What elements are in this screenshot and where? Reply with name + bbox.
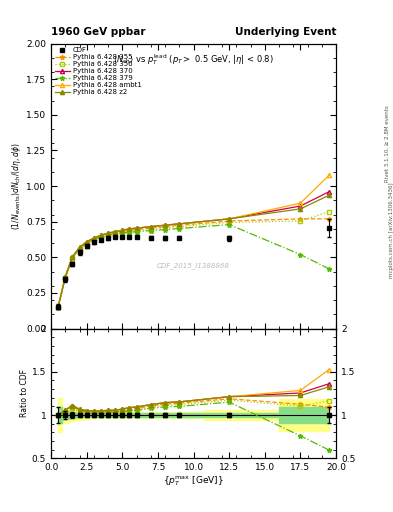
Y-axis label: Ratio to CDF: Ratio to CDF <box>20 370 29 417</box>
Legend: CDF, Pythia 6.428 355, Pythia 6.428 356, Pythia 6.428 370, Pythia 6.428 379, Pyt: CDF, Pythia 6.428 355, Pythia 6.428 356,… <box>53 46 143 97</box>
Text: mcplots.cern.ch [arXiv:1306.3436]: mcplots.cern.ch [arXiv:1306.3436] <box>389 183 393 278</box>
Text: CDF_2015_I1388868: CDF_2015_I1388868 <box>157 263 230 269</box>
Text: $\langle N_\mathrm{ch}\rangle$ vs $p_T^\mathrm{lead}$ ($p_T >$ 0.5 GeV, $|\eta|$: $\langle N_\mathrm{ch}\rangle$ vs $p_T^\… <box>113 52 274 67</box>
Text: Rivet 3.1.10, ≥ 2.8M events: Rivet 3.1.10, ≥ 2.8M events <box>385 105 389 182</box>
Y-axis label: $(1/N_\mathrm{events}) dN_\mathrm{ch}/(d\eta, d\phi)$: $(1/N_\mathrm{events}) dN_\mathrm{ch}/(d… <box>10 142 23 230</box>
Text: Underlying Event: Underlying Event <box>235 27 336 37</box>
X-axis label: $\{p_T^\mathrm{max}$ [GeV]$\}$: $\{p_T^\mathrm{max}$ [GeV]$\}$ <box>163 475 224 488</box>
Text: 1960 GeV ppbar: 1960 GeV ppbar <box>51 27 145 37</box>
